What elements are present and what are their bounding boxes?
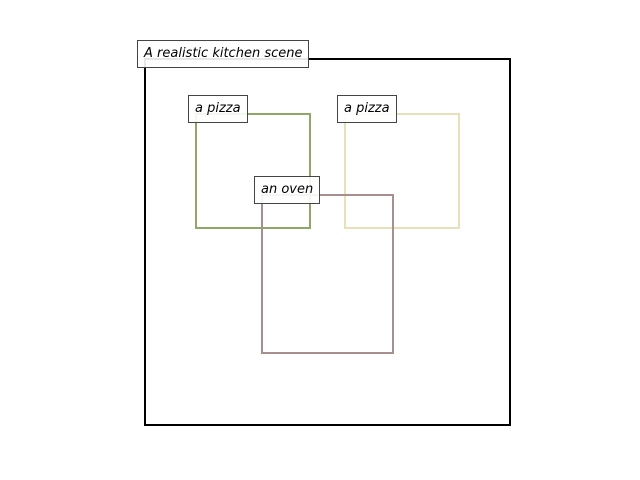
- scene-frame: [144, 58, 511, 426]
- pizza-label-left: a pizza: [188, 95, 248, 123]
- pizza-box-right: [344, 113, 460, 229]
- pizza-label-right: a pizza: [337, 95, 397, 123]
- oven-label: an oven: [254, 176, 321, 204]
- pizza-box-left: [195, 113, 311, 229]
- scene-caption-label: A realistic kitchen scene: [137, 40, 310, 68]
- oven-box: [261, 194, 394, 354]
